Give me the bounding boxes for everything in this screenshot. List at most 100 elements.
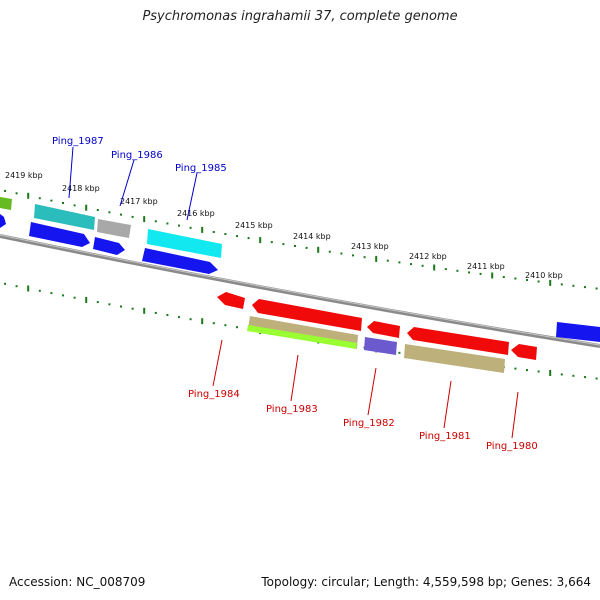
ruler-labels: 2419 kbp 2418 kbp 2417 kbp 2416 kbp 2415…	[5, 171, 563, 280]
gene-label[interactable]: Ping_1984	[188, 389, 240, 400]
ruler-minor-tick	[62, 294, 64, 297]
reverse-gene-labels: Ping_1984 Ping_1983 Ping_1982 Ping_1981 …	[188, 389, 538, 452]
label-leaders	[68, 146, 519, 439]
ruler-minor-tick	[514, 277, 517, 280]
ruler-minor-tick	[73, 296, 76, 299]
ruler-minor-tick	[178, 316, 180, 319]
ruler-minor-tick	[108, 303, 111, 306]
ruler-minor-tick	[537, 370, 540, 373]
ruler-minor-tick	[537, 280, 540, 283]
ruler-minor-tick	[572, 284, 575, 287]
ruler-major-tick	[201, 226, 204, 233]
ruler-label: 2414 kbp	[293, 232, 331, 241]
ruler-major-tick	[201, 318, 204, 325]
ruler-label: 2411 kbp	[467, 262, 505, 271]
gene-arrow[interactable]	[404, 344, 505, 373]
ruler-minor-tick	[270, 241, 273, 244]
ruler-minor-tick	[224, 233, 227, 235]
gene-label[interactable]: Ping_1986	[111, 150, 163, 161]
gene-arrow[interactable]	[367, 321, 400, 338]
ruler-minor-tick	[4, 189, 6, 192]
gene-arrow[interactable]	[0, 214, 6, 228]
ruler-minor-tick	[282, 243, 285, 246]
reverse-genes	[217, 292, 600, 373]
gene-arrow[interactable]	[29, 222, 90, 247]
ruler-minor-tick	[236, 235, 238, 238]
ruler-minor-tick	[421, 264, 424, 267]
ruler-minor-tick	[363, 256, 366, 259]
ruler-minor-tick	[340, 252, 343, 255]
ruler-minor-tick	[166, 314, 169, 316]
ruler-label: 2419 kbp	[5, 171, 43, 180]
genome-backbone	[0, 234, 600, 348]
gene-arrow[interactable]	[34, 204, 95, 230]
ruler-minor-tick	[38, 289, 41, 292]
ruler-minor-tick	[166, 222, 169, 225]
outer-ruler	[4, 189, 598, 290]
ruler-major-tick	[143, 307, 146, 314]
ruler-minor-tick	[479, 272, 482, 275]
ruler-label: 2413 kbp	[351, 242, 389, 251]
ruler-minor-tick	[120, 213, 122, 216]
forward-gene-labels: Ping_1987 Ping_1986 Ping_1985	[52, 136, 227, 174]
ruler-major-tick	[491, 272, 494, 279]
gene-label[interactable]: Ping_1985	[175, 163, 227, 174]
ruler-minor-tick	[328, 250, 331, 253]
gene-arrow[interactable]	[147, 229, 222, 258]
gene-arrow[interactable]	[93, 237, 125, 255]
ruler-minor-tick	[212, 231, 215, 233]
gene-arrow[interactable]	[142, 248, 218, 274]
ruler-minor-tick	[131, 307, 134, 310]
ruler-minor-tick	[189, 226, 192, 229]
gene-label[interactable]: Ping_1981	[419, 431, 471, 442]
gene-arrow[interactable]	[0, 197, 12, 210]
ruler-minor-tick	[212, 322, 215, 325]
accession-text: Accession: NC_008709	[9, 575, 146, 589]
ruler-minor-tick	[96, 209, 99, 211]
ruler-minor-tick	[96, 301, 99, 304]
ruler-minor-tick	[572, 374, 575, 377]
ruler-label: 2418 kbp	[62, 184, 100, 193]
gene-arrow[interactable]	[407, 327, 509, 355]
ruler-major-tick	[143, 216, 146, 223]
ruler-minor-tick	[595, 377, 598, 380]
gene-arrow[interactable]	[556, 322, 600, 342]
gene-arrow[interactable]	[217, 292, 245, 309]
genome-backbone-highlight	[0, 234, 600, 346]
ruler-major-tick	[27, 192, 30, 199]
ruler-label: 2410 kbp	[525, 271, 563, 280]
ruler-minor-tick	[73, 204, 76, 207]
gene-arrow[interactable]	[252, 299, 362, 331]
ruler-major-tick	[85, 204, 88, 211]
ruler-major-tick	[317, 246, 320, 253]
ruler-major-tick	[375, 255, 378, 262]
gene-arrow[interactable]	[511, 344, 537, 360]
gene-label[interactable]: Ping_1987	[52, 136, 104, 147]
gene-label[interactable]: Ping_1982	[343, 418, 395, 429]
ruler-minor-tick	[236, 326, 238, 329]
ruler-major-tick	[433, 264, 436, 271]
ruler-label: 2416 kbp	[177, 209, 215, 218]
ruler-minor-tick	[444, 268, 447, 271]
ruler-minor-tick	[294, 245, 296, 247]
ruler-minor-tick	[224, 324, 227, 327]
ruler-minor-tick	[560, 373, 563, 376]
ruler-minor-tick	[410, 263, 412, 266]
genome-stats-text: Topology: circular; Length: 4,559,598 bp…	[261, 575, 591, 589]
gene-arrow[interactable]	[364, 337, 397, 355]
ruler-minor-tick	[131, 215, 134, 218]
ruler-minor-tick	[526, 279, 528, 281]
ruler-minor-tick	[247, 237, 250, 240]
ruler-minor-tick	[178, 224, 180, 227]
ruler-major-tick	[27, 285, 30, 292]
map-title: Psychromonas ingrahamii 37, complete gen…	[142, 9, 458, 24]
gene-arrow[interactable]	[247, 325, 357, 349]
ruler-minor-tick	[595, 287, 598, 290]
ruler-major-tick	[259, 237, 262, 244]
gene-arrow[interactable]	[97, 219, 131, 238]
ruler-minor-tick	[4, 282, 6, 285]
gene-label[interactable]: Ping_1983	[266, 404, 318, 415]
gene-label[interactable]: Ping_1980	[486, 441, 538, 452]
ruler-minor-tick	[62, 202, 64, 204]
